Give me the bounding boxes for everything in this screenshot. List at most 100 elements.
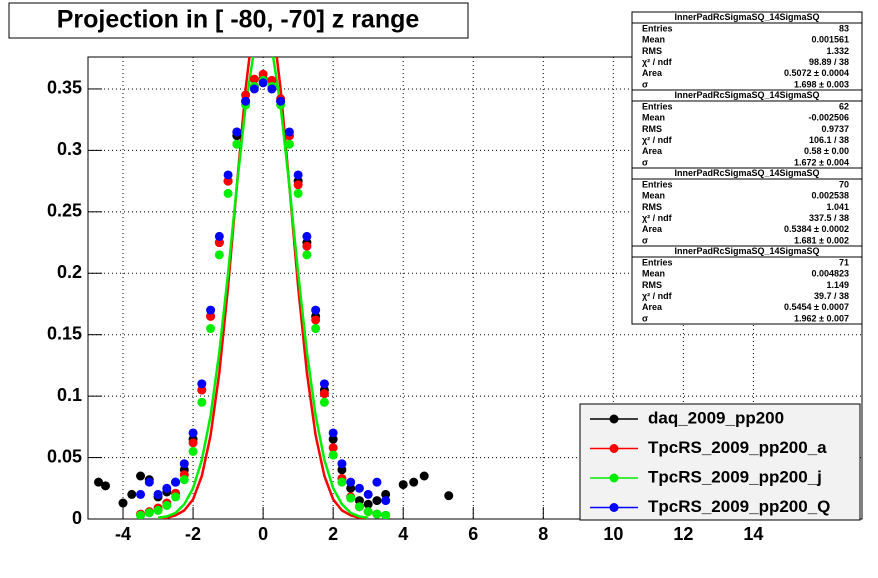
stats-title: InnerPadRcSigmaSQ_14SigmaSQ [674,246,819,256]
data-point [136,471,146,481]
stats-value: 83 [839,23,849,33]
stats-value: 0.5072 ± 0.0004 [784,68,849,78]
stats-label: σ [642,235,648,245]
stats-label: χ² / ndf [642,291,673,301]
data-point [197,397,207,407]
data-point [267,84,277,94]
data-point [346,477,356,487]
stats-label: RMS [642,202,662,212]
data-point [346,493,356,503]
chart-title: Projection in [ -80, -70] z range [57,6,420,34]
data-point [101,481,111,491]
x-tick-label: -4 [115,524,131,544]
x-tick-label: 8 [538,524,548,544]
title-box [8,2,469,39]
stats-box [631,11,863,91]
stats-label: σ [642,157,648,167]
stats-value: 39.7 / 38 [814,291,849,301]
legend-label: TpcRS_2009_pp200_Q [648,497,830,516]
data-point [372,496,382,506]
data-point [284,139,294,149]
x-tick-label: 12 [673,524,693,544]
data-point [136,510,146,519]
y-tick-label: 0.1 [57,385,82,405]
stats-box [631,245,863,325]
data-point [118,498,128,508]
stats-label: χ² / ndf [642,135,673,145]
data-point [144,508,154,518]
stats-label: Mean [642,35,665,45]
stats-value: 1.698 ± 0.003 [794,79,849,89]
data-point [179,459,189,469]
stats-value: 1.672 ± 0.004 [794,157,849,167]
data-point [188,428,198,438]
stats-label: Mean [642,191,665,201]
stats-label: Area [642,224,663,234]
data-point [328,428,338,438]
stats-label: RMS [642,124,662,134]
legend-marker [609,503,619,512]
stats-value: 1.041 [826,202,849,212]
y-tick-label: 0.05 [47,446,82,466]
y-tick-label: 0.35 [47,78,82,98]
data-point [188,438,198,448]
y-tick-label: 0.25 [47,201,82,221]
stats-value: 70 [839,179,849,189]
data-point [319,389,329,399]
stats-value: 0.58 ± 0.00 [804,146,849,156]
stats-value: 0.9737 [821,124,849,134]
stats-value: 0.5384 ± 0.0002 [784,224,849,234]
data-point [214,250,224,260]
data-point [162,483,172,493]
stats-value: 98.89 / 38 [809,57,849,67]
stats-label: Area [642,302,663,312]
stats-label: Entries [642,179,673,189]
data-point [276,96,286,106]
data-point [293,170,303,180]
y-tick-label: 0.2 [57,262,82,282]
stats-value: 1.962 ± 0.007 [794,313,849,323]
stats-label: Entries [642,23,673,33]
data-point [94,477,104,487]
stats-value: 62 [839,101,849,111]
data-point [328,450,338,460]
stats-value: 337.5 / 38 [809,213,849,223]
stats-value: 0.001561 [811,35,849,45]
legend-marker [609,473,619,483]
data-point [381,496,391,506]
stats-label: σ [642,313,648,323]
legend-box [579,403,861,521]
data-point [319,397,329,407]
data-point [337,459,347,469]
data-point [249,84,259,94]
stats-label: Entries [642,101,673,111]
data-point [162,500,172,510]
stats-value: 1.332 [826,46,849,56]
stats-box [631,89,863,169]
stats-label: χ² / ndf [642,213,673,223]
marks [94,57,454,519]
data-point [363,489,373,499]
data-point [328,443,338,453]
legend-label: TpcRS_2009_pp200_a [648,438,827,457]
legend-marker [609,444,619,453]
stats-label: Area [642,146,663,156]
data-point [311,315,321,325]
data-point [293,188,303,198]
stats-label: χ² / ndf [642,57,673,67]
data-point [311,305,321,315]
data-point [136,489,146,499]
x-tick-label: 10 [603,524,623,544]
data-point [223,188,233,198]
data-point [372,509,382,519]
data-point [302,231,312,241]
stats-value: -0.002506 [808,113,849,123]
data-point [311,324,321,334]
stats-value: 71 [839,257,849,267]
data-point [179,475,189,485]
data-point [232,127,242,137]
data-point [171,492,181,502]
data-point [258,78,268,88]
data-point [419,471,429,481]
